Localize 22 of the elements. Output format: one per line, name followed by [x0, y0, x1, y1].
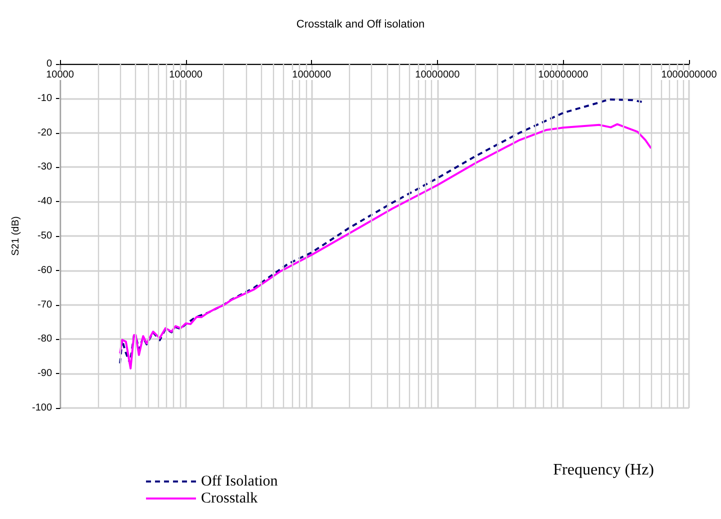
- y-tick-label: -40: [38, 196, 52, 208]
- chart-title: Crosstalk and Off isolation: [296, 18, 425, 30]
- y-tick-label: -60: [38, 264, 52, 276]
- y-tick-label: -30: [38, 162, 52, 173]
- y-axis-title: S21 (dB): [10, 216, 22, 256]
- y-tick-label: 0: [46, 58, 52, 70]
- legend-label: Off Isolation: [201, 474, 278, 490]
- x-tick-label: 10000: [46, 70, 74, 80]
- legend-label: Crosstalk: [201, 490, 258, 506]
- y-tick-label: -70: [38, 299, 52, 310]
- y-tick-label: -20: [38, 127, 52, 138]
- x-tick-label: 1000000000: [661, 70, 718, 80]
- x-tick-label: 100000: [169, 70, 203, 80]
- x-tick-label: 1000000: [292, 70, 332, 80]
- y-tick-label: -100: [32, 402, 52, 414]
- x-tick-label: 100000000: [538, 70, 589, 80]
- y-tick-label: -10: [38, 92, 52, 104]
- x-tick-label: 10000000: [415, 70, 460, 80]
- x-axis-title: Frequency (Hz): [553, 462, 654, 478]
- y-tick-label: -90: [38, 368, 52, 380]
- y-tick-label: -50: [38, 230, 52, 242]
- y-tick-label: -80: [38, 334, 52, 345]
